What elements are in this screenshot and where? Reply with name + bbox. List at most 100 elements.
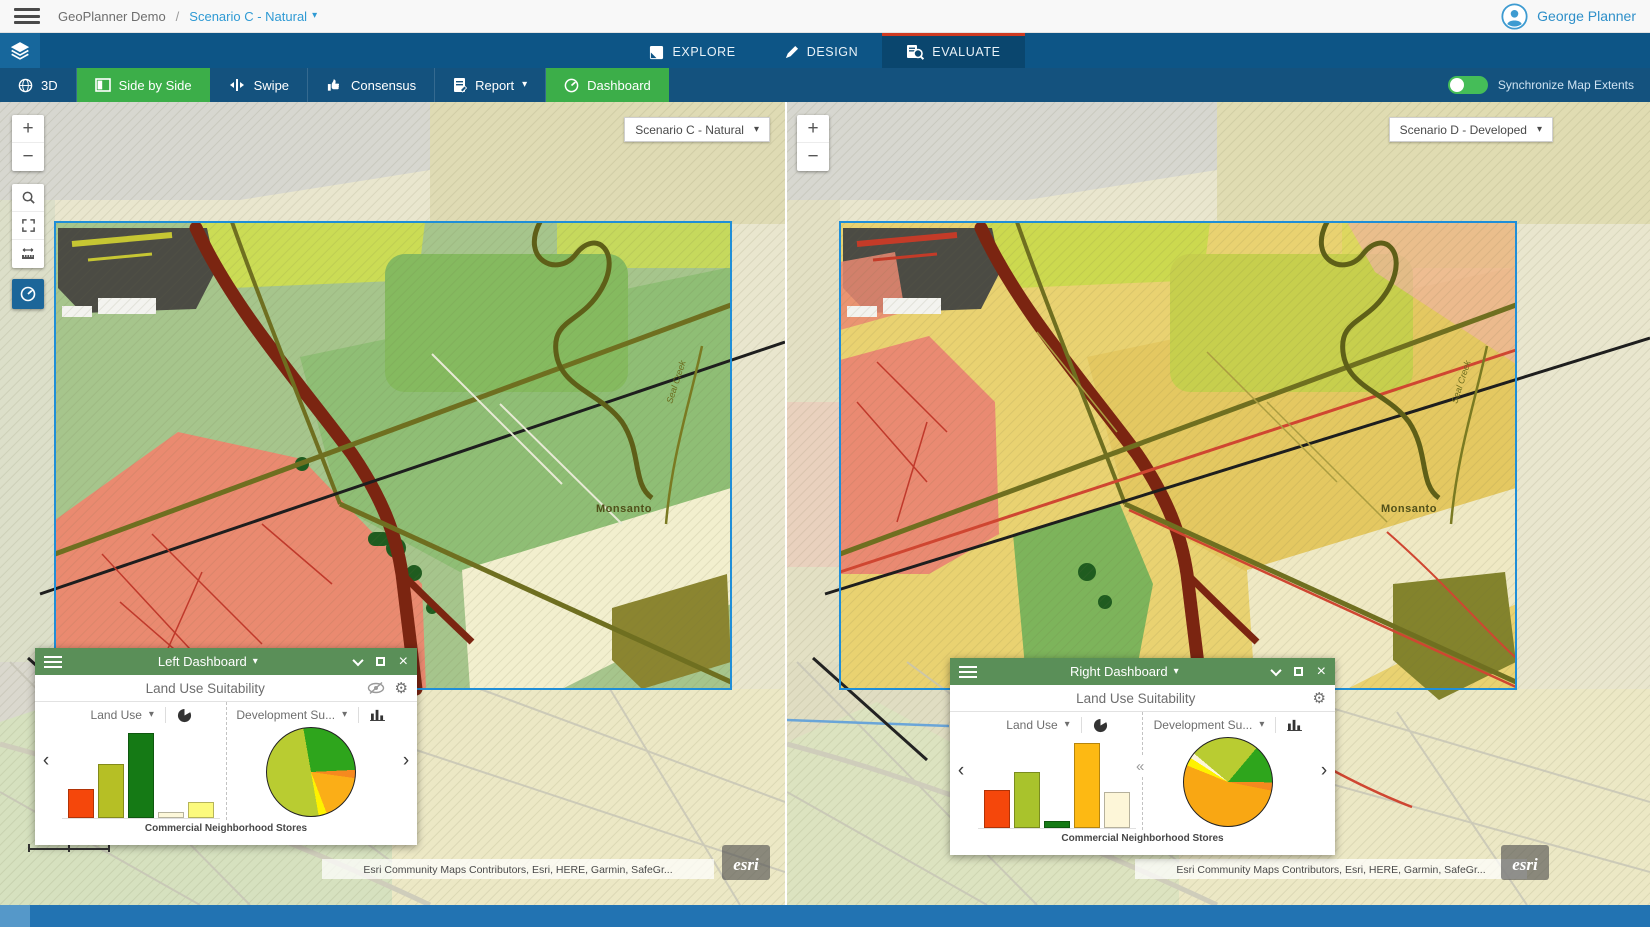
breadcrumb-separator: / (175, 8, 180, 24)
left-dashboard-panel: Left Dashboard ▾ × Land Use Suitability … (35, 648, 417, 845)
avatar-icon (1501, 2, 1528, 30)
chart-field-selector[interactable]: Development Su... (1153, 717, 1253, 732)
right-dashboard-header[interactable]: Right Dashboard ▾ × (950, 658, 1335, 685)
pie-chart-icon[interactable] (177, 707, 192, 723)
esri-logo: esri (722, 845, 770, 880)
bar-chart-icon[interactable] (1287, 718, 1303, 731)
zoom-out-button[interactable]: − (807, 146, 819, 167)
dashboard-title-selector[interactable]: Left Dashboard ▾ (157, 654, 258, 669)
zoom-in-button[interactable]: + (797, 115, 829, 143)
evaluate-toolbar: 3D Side by Side Swipe Consensus (0, 68, 1650, 102)
report-icon (454, 78, 468, 93)
caret-down-icon[interactable]: ▾ (148, 709, 154, 720)
land-use-chart-panel: Land Use ▾ (57, 702, 226, 820)
default-extent-button[interactable] (12, 212, 44, 240)
search-icon (22, 191, 35, 204)
tab-evaluate[interactable]: EVALUATE (882, 33, 1025, 68)
map-divider (785, 102, 787, 905)
map-icon (650, 45, 664, 59)
dashboard-button[interactable]: Dashboard (546, 68, 669, 102)
carousel-next-icon[interactable]: › (1320, 760, 1328, 781)
caret-down-icon[interactable]: ▾ (1259, 718, 1265, 730)
development-suitability-chart-panel: Development Su... ▾ (227, 702, 396, 820)
evaluate-icon (907, 45, 925, 60)
bar-chart-icon[interactable] (370, 708, 386, 721)
pie-chart (227, 727, 396, 820)
swipe-button[interactable]: Swipe (210, 68, 309, 102)
search-button[interactable] (12, 184, 44, 212)
roads-layer (787, 220, 1650, 905)
zoom-out-button[interactable]: − (22, 146, 34, 167)
right-zoom-control: + − (797, 115, 829, 171)
left-scenario-selector[interactable]: Scenario C - Natural ▾ (624, 117, 770, 142)
user-menu[interactable]: George Planner (1501, 2, 1636, 30)
dashboard-gauge-icon (20, 286, 36, 302)
chart-field-selector[interactable]: Land Use (1006, 718, 1058, 732)
visibility-off-icon[interactable] (367, 681, 385, 695)
chart-field-selector[interactable]: Land Use (90, 708, 142, 722)
tab-design[interactable]: DESIGN (760, 33, 883, 68)
bar-chart (972, 738, 1142, 830)
synchronize-map-extents-toggle[interactable] (1447, 76, 1488, 94)
attribution-strip (1135, 859, 1527, 879)
right-scenario-selector[interactable]: Scenario D - Developed ▾ (1388, 117, 1553, 142)
carousel-prev-icon[interactable]: ‹ (42, 750, 50, 771)
caret-down-icon: ▾ (522, 79, 528, 90)
chart-divider (225, 702, 227, 820)
place-label: Monsanto (596, 503, 652, 515)
consensus-button[interactable]: Consensus (308, 68, 436, 102)
dashboard-menu-icon[interactable] (44, 655, 62, 668)
main-menu-icon[interactable] (14, 8, 40, 24)
expand-arrows-icon (21, 219, 35, 232)
dashboard-gauge-icon (564, 78, 579, 92)
bottom-bar (0, 905, 1650, 927)
swipe-icon (229, 79, 244, 91)
3d-button[interactable]: 3D (0, 68, 77, 102)
settings-gear-icon[interactable]: ⚙ (1312, 689, 1326, 707)
caret-down-icon[interactable]: ▾ (342, 708, 348, 720)
breadcrumb-scenario-link[interactable]: Scenario C - Natural ▾ (189, 8, 318, 24)
svg-text:esri: esri (733, 855, 759, 874)
maximize-icon[interactable] (375, 657, 385, 666)
chart-footer-label: Commercial Neighborhood Stores (144, 823, 308, 834)
carousel-next-icon[interactable]: › (402, 750, 410, 771)
caret-down-icon[interactable]: ▾ (1064, 719, 1070, 730)
globe-icon (18, 78, 33, 92)
report-button[interactable]: Report ▾ (435, 68, 547, 102)
map-attribution: Esri Community Maps Contributors, Esri, … (1176, 864, 1485, 876)
layers-icon (10, 42, 30, 60)
zoom-in-button[interactable]: + (12, 115, 44, 143)
mode-tabs: EXPLORE DESIGN EVALUATE (0, 33, 1650, 68)
layers-button[interactable] (0, 33, 40, 68)
left-map-tools (12, 184, 44, 268)
place-label: Monsanto (1381, 503, 1437, 515)
measure-button[interactable] (12, 240, 44, 268)
left-zoom-control: + − (12, 115, 44, 171)
carousel-prev-icon[interactable]: ‹ (957, 760, 965, 781)
dashboard-charts: ‹ Land Use ▾ « (950, 712, 1335, 830)
dashboard-title-selector[interactable]: Right Dashboard ▾ (1070, 664, 1179, 679)
caret-down-icon: ▾ (1536, 123, 1542, 135)
chart-field-selector[interactable]: Development Su... (236, 707, 336, 722)
dashboard-menu-icon[interactable] (959, 665, 977, 678)
maximize-icon[interactable] (1293, 667, 1303, 676)
tab-explore[interactable]: EXPLORE (625, 33, 759, 68)
close-icon[interactable]: × (1316, 662, 1326, 680)
bar-chart (57, 728, 226, 820)
collapse-icon[interactable] (1269, 664, 1282, 676)
left-dashboard-header[interactable]: Left Dashboard ▾ × (35, 648, 417, 675)
side-by-side-button[interactable]: Side by Side (76, 68, 210, 102)
attribution-strip (322, 859, 714, 879)
measure-icon (22, 248, 34, 259)
left-dashboard-toggle-button[interactable] (12, 279, 44, 309)
pie-chart-icon[interactable] (1093, 717, 1108, 733)
synchronize-map-extents-label: Synchronize Map Extents (1497, 78, 1634, 92)
collapse-panel-icon[interactable]: « (1135, 756, 1146, 777)
settings-gear-icon[interactable]: ⚙ (394, 679, 408, 697)
development-suitability-chart-panel: Development Su... ▾ (1143, 712, 1313, 830)
close-icon[interactable]: × (398, 652, 408, 670)
bottombar-tile[interactable] (0, 905, 30, 927)
collapse-icon[interactable] (351, 654, 364, 666)
chart-divider: « (1135, 712, 1146, 830)
